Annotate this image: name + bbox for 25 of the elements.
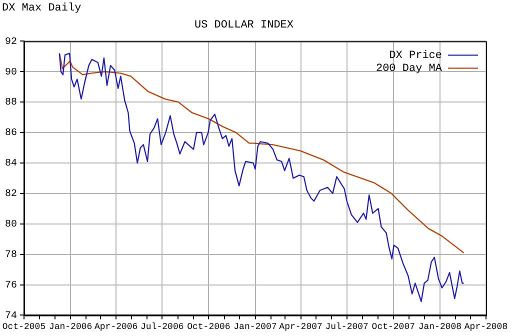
- y-tick-label: 76: [4, 280, 17, 292]
- y-tick-label: 78: [4, 250, 17, 261]
- text: DX Max Daily: [2, 2, 82, 14]
- y-tick-label: 86: [4, 128, 17, 140]
- y-tick-label: 90: [4, 67, 17, 78]
- x-tick-label: Jan-2007: [234, 322, 277, 332]
- x-tick-label: Oct-2007: [372, 322, 416, 332]
- x-tick-label: Apr-2006: [94, 322, 138, 332]
- x-tick-label: Apr-2007: [279, 322, 322, 332]
- y-tick-label: 88: [4, 98, 17, 109]
- y-tick-label: 92: [4, 36, 17, 48]
- x-tick-label: Jul-2007: [325, 322, 368, 332]
- y-tick-label: 82: [4, 189, 17, 200]
- legend-label: DX Price: [389, 50, 442, 62]
- x-tick-label: Jul-2006: [140, 322, 184, 332]
- legend-label: 200 Day MA: [376, 63, 442, 76]
- chart-title: US DOLLAR INDEX: [194, 20, 294, 32]
- y-tick-label: 74: [4, 310, 17, 322]
- x-tick-label: Jan-2008: [418, 322, 462, 332]
- y-tick-label: 80: [4, 220, 17, 231]
- x-tick-label: Oct-2005: [2, 322, 46, 332]
- x-tick-label: Oct-2006: [187, 322, 230, 332]
- x-tick-label: Apr-2008: [464, 322, 508, 332]
- y-tick-label: 84: [4, 158, 17, 170]
- x-tick-label: Jan-2006: [48, 322, 92, 332]
